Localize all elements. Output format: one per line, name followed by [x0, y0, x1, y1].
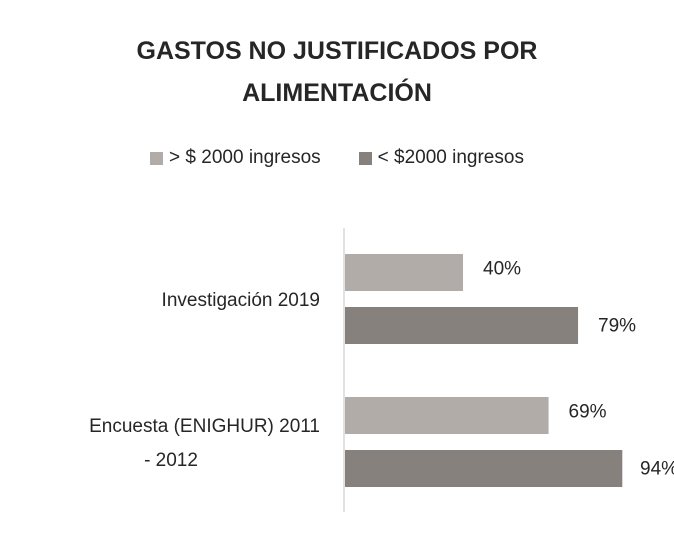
bar-1-series-1 — [345, 254, 463, 291]
chart-title-line-1: GASTOS NO JUSTIFICADOS POR — [136, 37, 538, 65]
legend-swatch-series-2 — [358, 151, 372, 165]
category-label-2-line-2: - 2012 — [144, 450, 198, 471]
legend-label-series-2: < $2000 ingresos — [377, 147, 524, 168]
legend-swatch-series-1 — [150, 151, 164, 165]
bar-1-series-2 — [345, 307, 579, 344]
chart-legend: > $ 2000 ingresos < $2000 ingresos — [0, 147, 674, 169]
chart-title: GASTOS NO JUSTIFICADOS POR ALIMENTACIÓN — [0, 30, 674, 114]
data-label-2-series-2: 94% — [640, 459, 674, 480]
legend-item-series-1: > $ 2000 ingresos — [150, 147, 321, 169]
bar-2-series-2 — [345, 450, 623, 487]
category-label-2-line-1: Encuesta (ENIGHUR) 2011 — [89, 416, 320, 437]
bar-2-series-1 — [345, 397, 549, 434]
chart-title-line-2: ALIMENTACIÓN — [242, 79, 432, 107]
data-label-1-series-1: 40% — [483, 259, 521, 280]
legend-label-series-1: > $ 2000 ingresos — [169, 147, 321, 168]
data-label-2-series-1: 69% — [569, 402, 607, 423]
legend-item-series-2: < $2000 ingresos — [358, 147, 524, 169]
category-label-1-line-1: Investigación 2019 — [162, 290, 320, 311]
data-label-1-series-2: 79% — [598, 316, 636, 337]
